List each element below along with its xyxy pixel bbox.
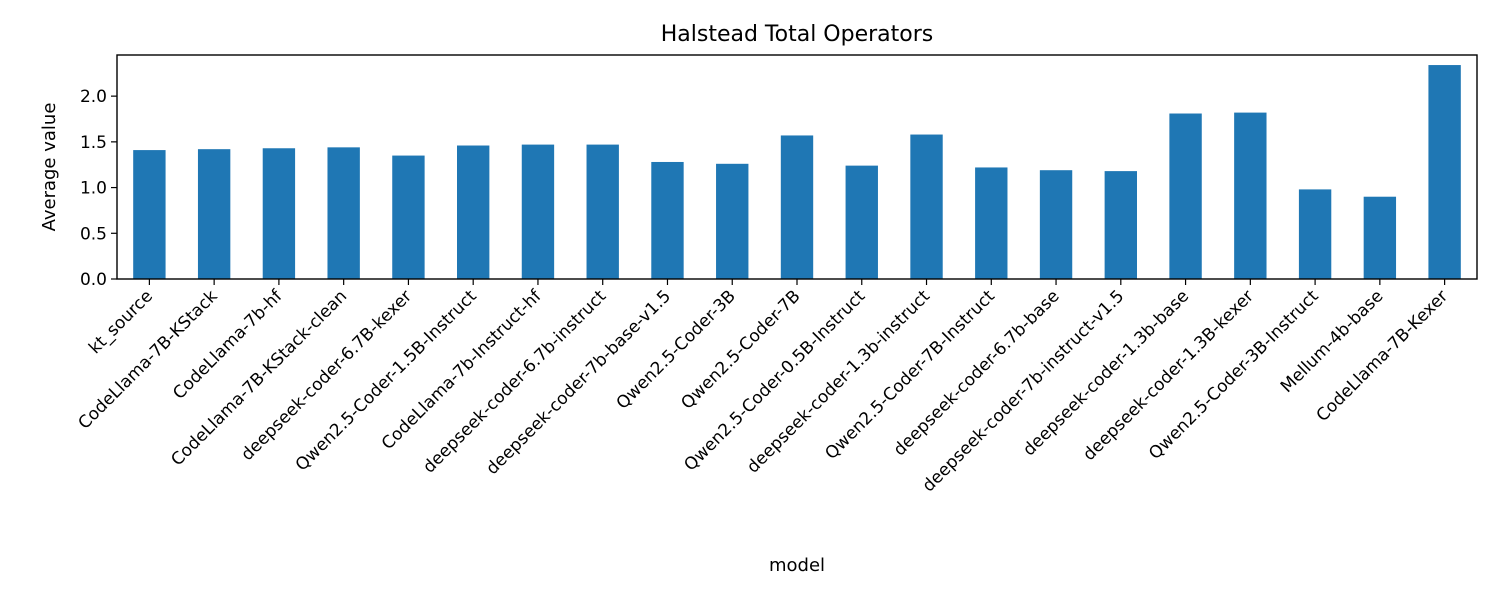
bar-8: [651, 161, 684, 279]
y-axis: 0.0 0.5 1.0 1.5 2.0: [80, 87, 117, 290]
bar-12: [910, 134, 943, 279]
x-tick-label: CodeLlama-7b-hf: [169, 286, 287, 404]
bar-0: [133, 150, 166, 279]
bar-20: [1428, 65, 1461, 279]
x-tick-label: Qwen2.5-Coder-3B: [613, 286, 740, 413]
bar-10: [780, 135, 814, 279]
bar-5: [457, 145, 490, 279]
chart-title: Halstead Total Operators: [661, 22, 934, 47]
y-tick-label: 0.5: [80, 224, 107, 244]
bar-19: [1363, 196, 1397, 279]
y-tick-label: 1.5: [80, 133, 107, 153]
bar-18: [1298, 189, 1332, 279]
bar-13: [975, 167, 1008, 279]
bar-2: [262, 148, 296, 279]
bar-17: [1234, 112, 1267, 279]
bar-6: [521, 144, 555, 279]
bars-group: [133, 65, 1461, 279]
x-axis: kt_sourceCodeLlama-7B-KStackCodeLlama-7b…: [75, 279, 1453, 496]
x-tick-label: Qwen2.5-Coder-7B: [677, 286, 804, 413]
bar-1: [197, 149, 231, 279]
x-tick-label: CodeLlama-7B-Kexer: [1313, 286, 1453, 426]
y-tick-label: 2.0: [80, 87, 107, 107]
bar-7: [586, 144, 619, 279]
bar-11: [845, 165, 878, 279]
bar-4: [392, 155, 425, 279]
y-axis-label: Average value: [39, 103, 60, 232]
bar-15: [1104, 171, 1137, 279]
y-tick-label: 1.0: [80, 179, 107, 199]
bar-14: [1039, 170, 1073, 279]
bar-3: [327, 147, 360, 279]
y-tick-label: 0.0: [80, 270, 107, 290]
bar-16: [1169, 113, 1202, 279]
x-axis-label: model: [769, 555, 825, 576]
bar-9: [716, 163, 749, 279]
